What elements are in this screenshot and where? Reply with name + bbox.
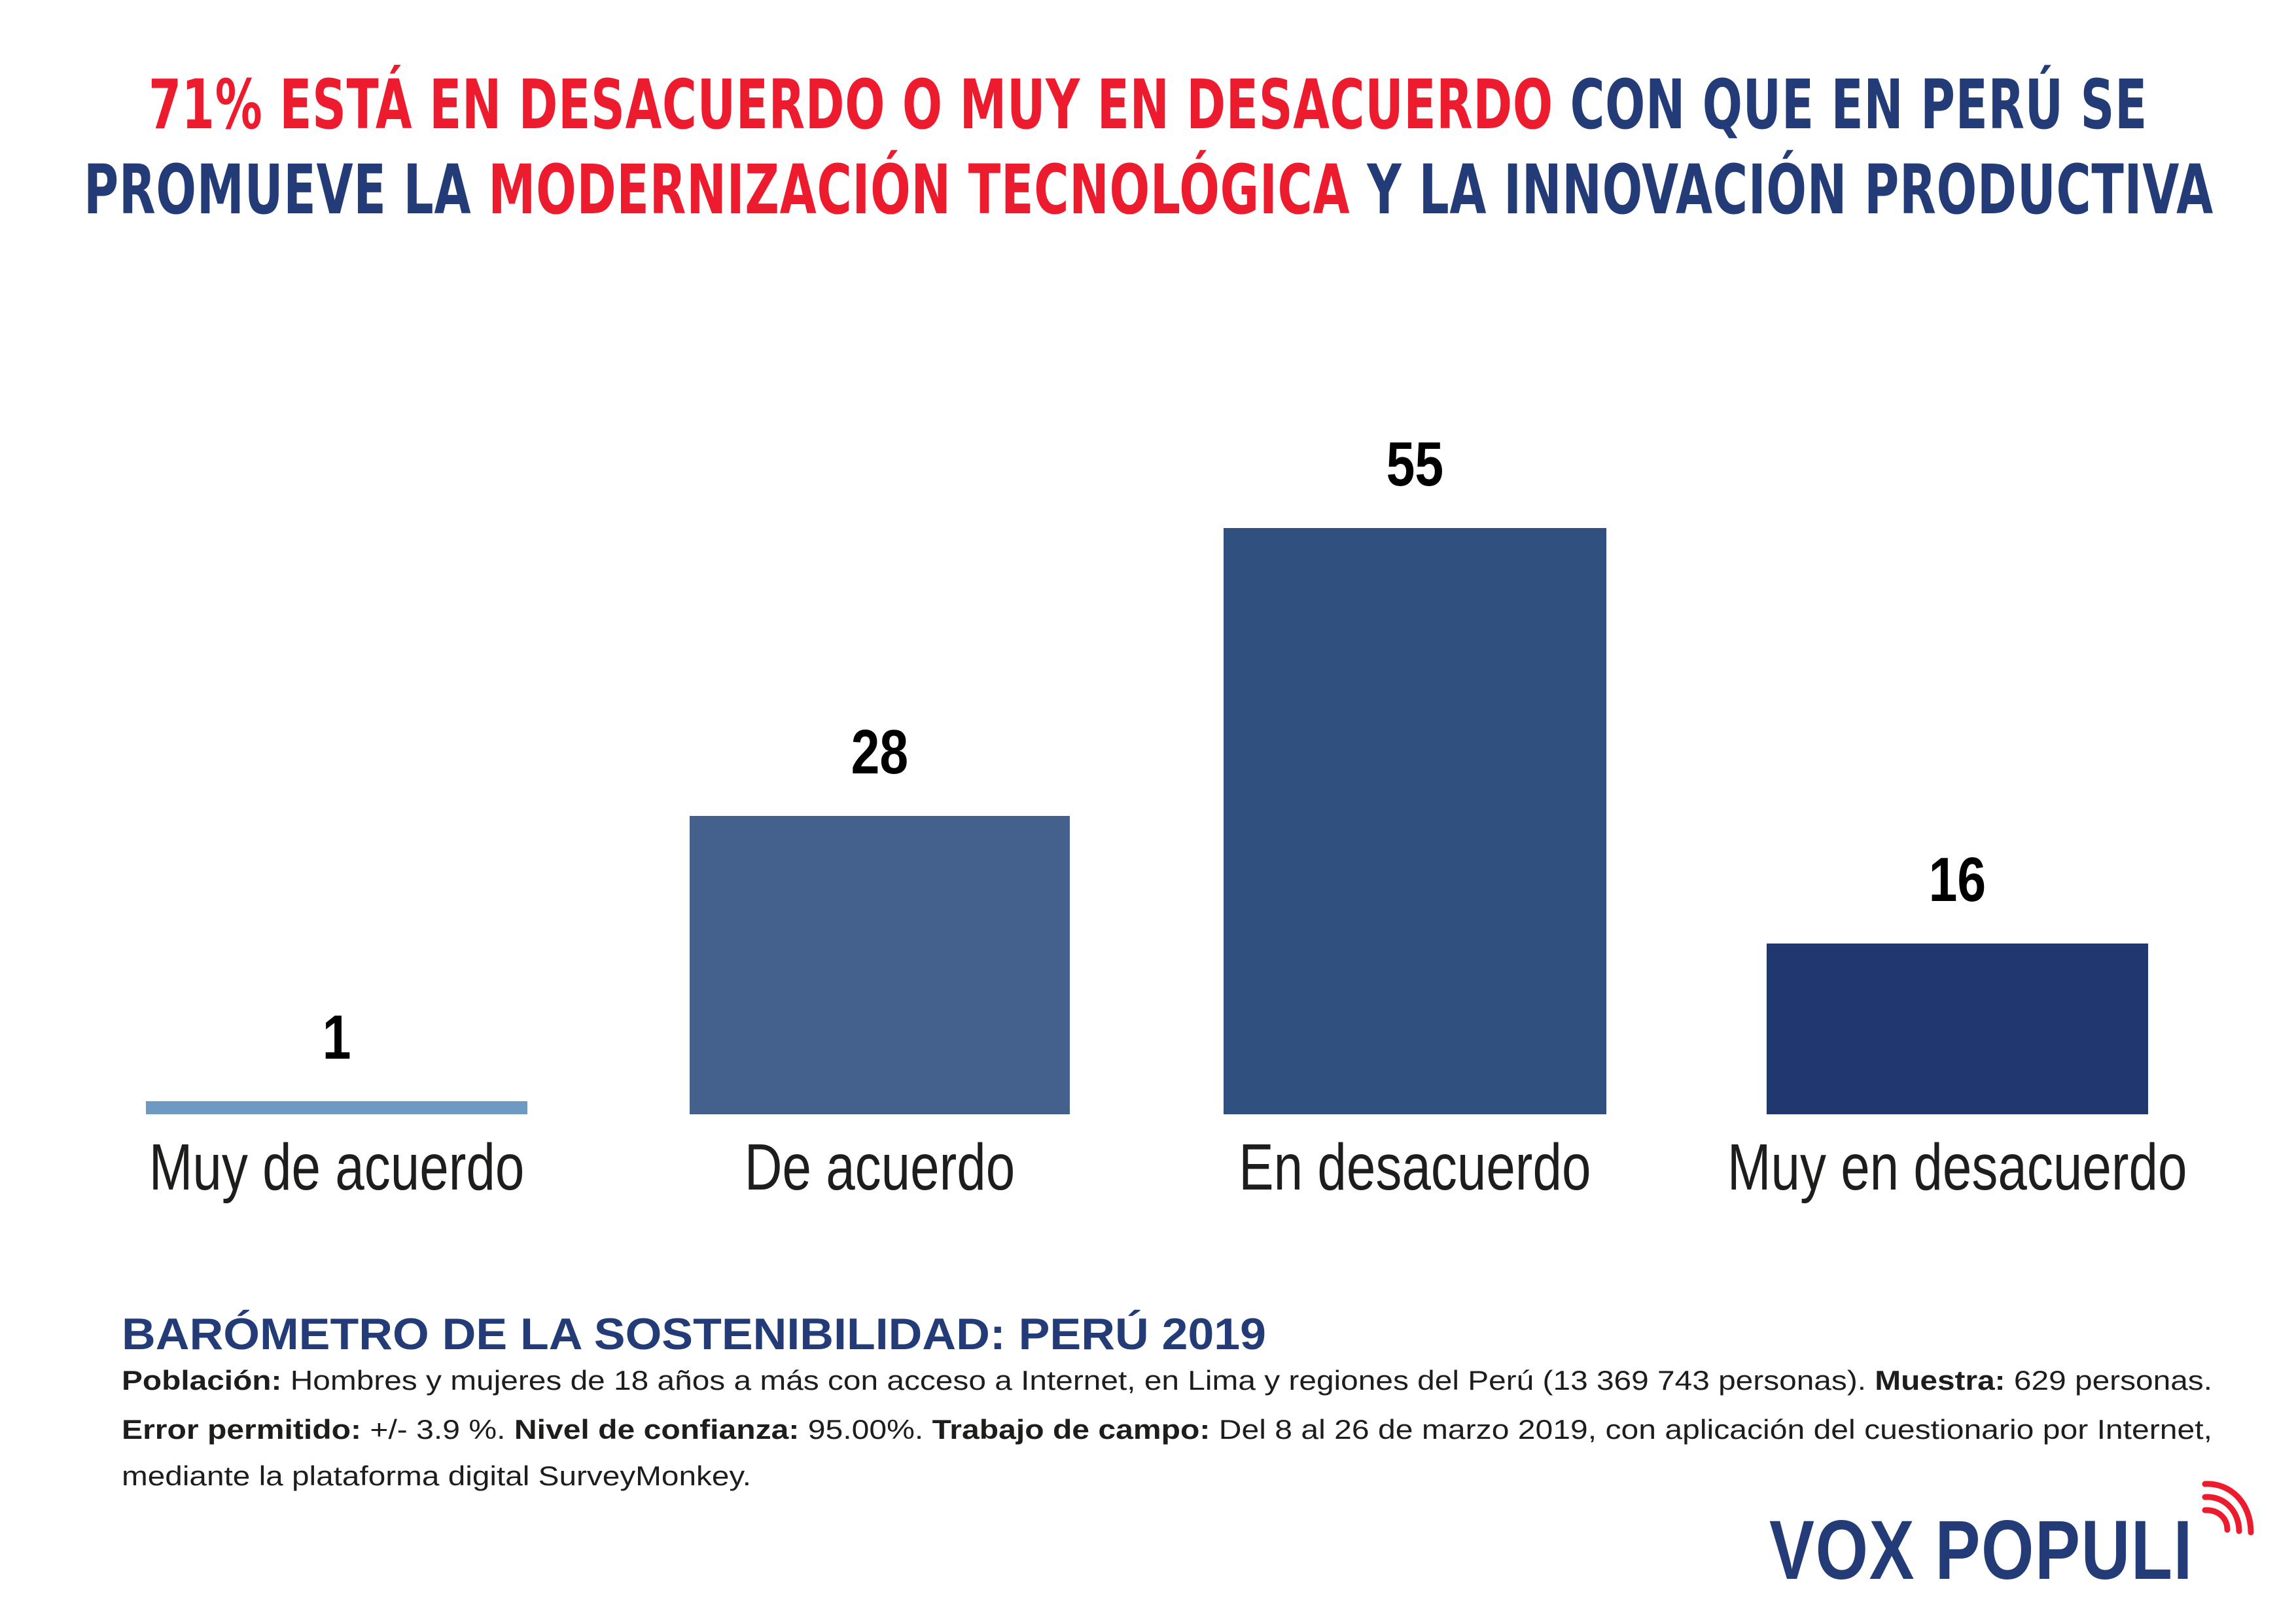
methodology-line-3: mediante la plataforma digital SurveyMon… [122, 1462, 751, 1490]
category-label-muy-en-desacuerdo: Muy en desacuerdo [1727, 1131, 2187, 1204]
logo-text: VOX POPULI [1769, 1504, 2193, 1597]
methodology-field-value: Hombres y mujeres de 18 años a más con a… [281, 1365, 1875, 1396]
category-label-muy-de-acuerdo: Muy de acuerdo [149, 1131, 525, 1204]
value-label-de-acuerdo: 28 [851, 716, 909, 787]
methodology-field-label: Error permitido: [122, 1414, 362, 1445]
bar-en-desacuerdo [1224, 527, 1606, 1114]
category-label-en-desacuerdo: En desacuerdo [1239, 1131, 1591, 1204]
methodology-field-label: Trabajo de campo: [932, 1414, 1210, 1445]
bar-muy-de-acuerdo [146, 1101, 527, 1114]
value-label-en-desacuerdo: 55 [1386, 429, 1444, 499]
methodology-field-value: Del 8 al 26 de marzo 2019, con aplicació… [1210, 1414, 2212, 1445]
signal-waves-icon [2202, 1481, 2254, 1536]
title-line-1: 71% ESTÁ EN DESACUERDO O MUY EN DESACUER… [149, 71, 2147, 139]
title-line2-segment: MODERNIZACIÓN TECNOLÓGICA [488, 150, 1351, 230]
methodology-line-2: Error permitido: +/- 3.9 %. Nivel de con… [122, 1416, 2212, 1443]
title-line2-segment: PROMUEVE LA [84, 150, 489, 230]
methodology-field-value: 95.00%. [799, 1414, 932, 1445]
title-line1-segment: CON QUE EN PERÚ SE [1553, 65, 2147, 145]
title-line-2: PROMUEVE LA MODERNIZACIÓN TECNOLÓGICA Y … [84, 156, 2214, 224]
title-line1-segment: 71% ESTÁ EN DESACUERDO O MUY EN DESACUER… [149, 65, 1553, 145]
survey-heading: BARÓMETRO DE LA SOSTENIBILIDAD: PERÚ 201… [122, 1309, 1266, 1359]
category-label-de-acuerdo: De acuerdo [744, 1131, 1016, 1204]
title-line2-segment: Y LA INNOVACIÓN PRODUCTIVA [1350, 150, 2214, 230]
methodology-field-label: Muestra: [1875, 1365, 2005, 1396]
bar-muy-en-desacuerdo [1767, 944, 2148, 1114]
value-label-muy-en-desacuerdo: 16 [1928, 845, 1987, 915]
methodology-field-value: 629 personas. [2005, 1365, 2212, 1396]
methodology-field-label: Nivel de confianza: [514, 1414, 800, 1445]
methodology-field-label: Población: [122, 1365, 282, 1396]
methodology-field-value: +/- 3.9 %. [361, 1414, 514, 1445]
bar-de-acuerdo [690, 815, 1070, 1114]
methodology-field-value: mediante la plataforma digital SurveyMon… [122, 1460, 751, 1491]
value-label-muy-de-acuerdo: 1 [322, 1002, 351, 1072]
methodology-line-1: Población: Hombres y mujeres de 18 años … [122, 1367, 2212, 1394]
